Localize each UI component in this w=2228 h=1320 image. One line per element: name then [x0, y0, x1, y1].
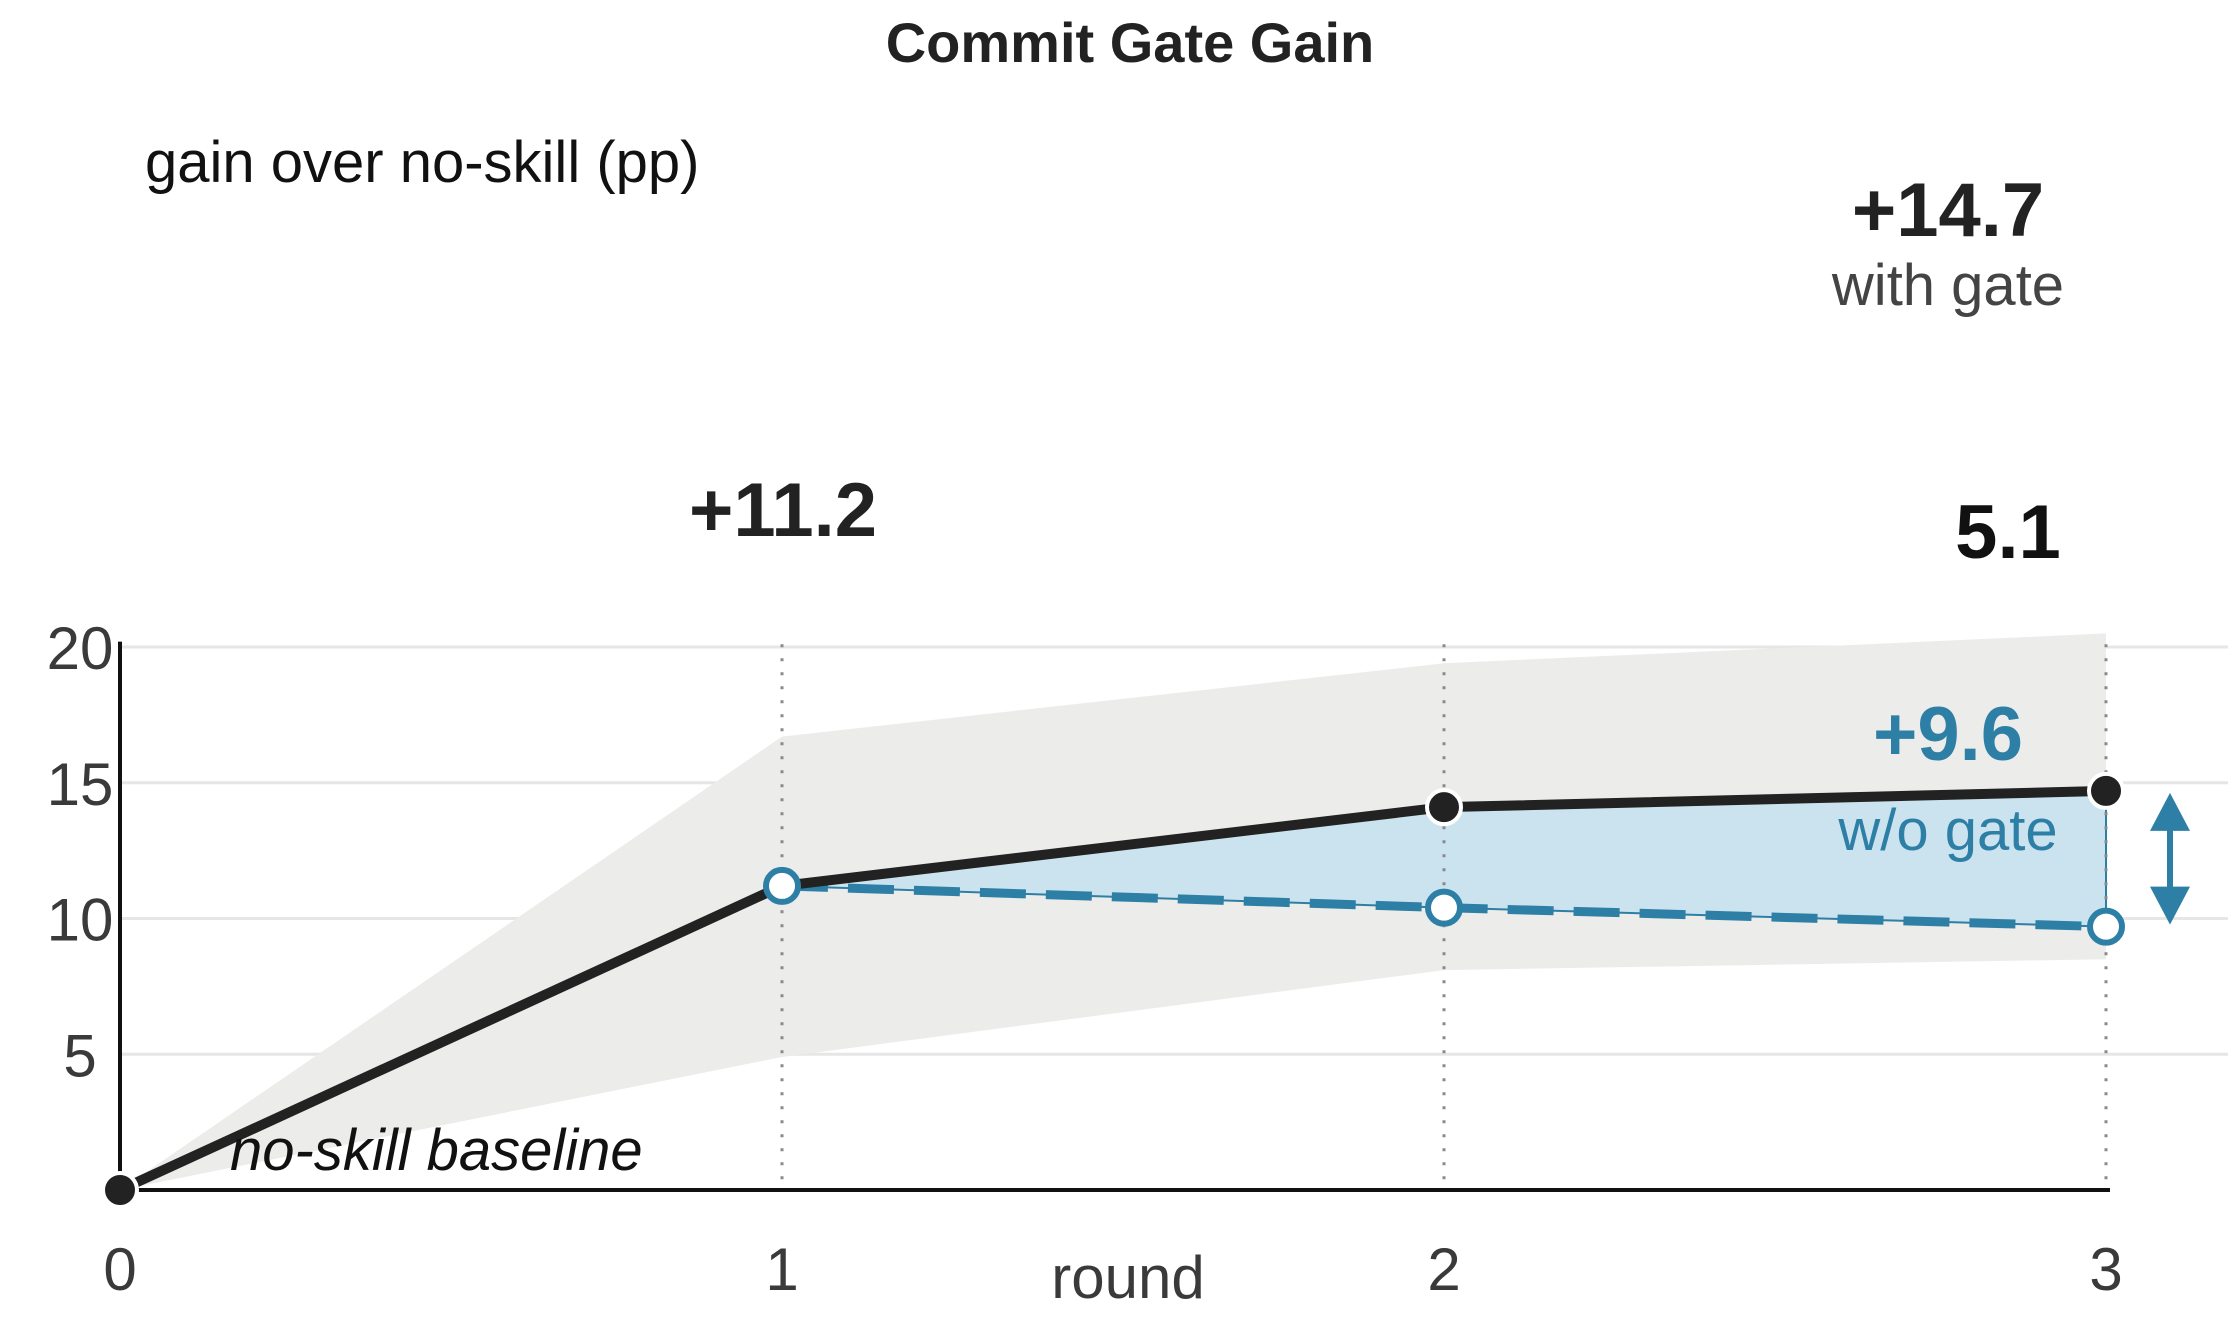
with-gate-line — [115, 785, 2111, 1195]
without-gate-text-label: w/o gate — [1837, 798, 2057, 863]
with-gate-point — [2087, 771, 2125, 810]
x-tick-label: 1 — [765, 1236, 798, 1303]
without-gate-point — [1425, 888, 1463, 927]
gap-arrow-head-down — [2150, 886, 2190, 925]
chart-title: Commit Gate Gain — [886, 11, 1375, 74]
baseline-label: no-skill baseline — [230, 1118, 643, 1183]
uncertainty-band — [120, 633, 2106, 1190]
axis-layer: 5 10 15 20 0 1 2 3 — [47, 615, 2123, 1303]
y-tick-label: 10 — [47, 887, 114, 954]
x-tick-label: 3 — [2089, 1236, 2122, 1303]
y-tick-label: 5 — [63, 1022, 96, 1089]
marker-layer — [101, 771, 2125, 1209]
gap-value-label: 5.1 — [1955, 490, 2061, 575]
x-axis-label: round — [1051, 1244, 1204, 1311]
with-gate-text-label: with gate — [1831, 253, 2064, 318]
y-axis-label: gain over no-skill (pp) — [145, 130, 699, 195]
with-gate-point — [101, 1171, 139, 1209]
band-layer — [120, 633, 2106, 1190]
without-gate-point — [763, 866, 801, 905]
without-gate-point — [2087, 907, 2125, 946]
gap-arrow-head-up — [2150, 792, 2190, 831]
y-tick-label: 15 — [47, 751, 114, 818]
with-gate-value-label: +14.7 — [1852, 168, 2044, 253]
round1-value-label: +11.2 — [689, 468, 877, 553]
without-gate-value-label: +9.6 — [1873, 692, 2023, 777]
x-tick-label: 2 — [1427, 1236, 1460, 1303]
x-tick-label: 0 — [103, 1236, 136, 1303]
gap-arrow-layer — [2150, 792, 2190, 925]
y-tick-label: 20 — [47, 615, 114, 682]
with-gate-point — [1425, 788, 1463, 827]
